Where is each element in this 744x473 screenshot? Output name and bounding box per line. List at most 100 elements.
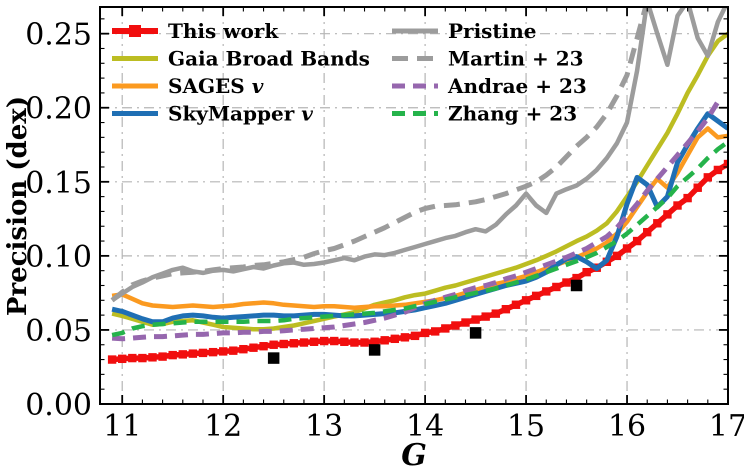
legend-label: Andrae + 23: [447, 74, 587, 98]
series-zhang-23: [111, 139, 728, 338]
black-square-markers: [267, 279, 583, 364]
y-tick-label-0.15: 0.15: [25, 166, 92, 201]
series-marker: [663, 210, 672, 219]
legend-item-gaia-broad-bands: Gaia Broad Bands: [112, 47, 370, 71]
series-marker: [683, 193, 692, 203]
y-tick-label-0.25: 0.25: [25, 18, 92, 53]
series-sages-v: [111, 126, 728, 310]
series-marker: [259, 342, 268, 351]
scatter-square: [267, 352, 280, 364]
legend-item-martin-23: Martin + 23: [392, 47, 584, 71]
legend-label: Zhang + 23: [448, 102, 577, 126]
series-marker: [673, 201, 682, 210]
legend-item-pristine: Pristine: [392, 19, 537, 43]
series-marker: [128, 353, 137, 363]
series-marker: [511, 300, 521, 309]
x-tick-label-14: 14: [406, 409, 444, 444]
series-marker: [542, 287, 551, 296]
legend-item-zhang-23: Zhang + 23: [392, 102, 577, 126]
legend-item-skymapper-v: SkyMapper v: [112, 102, 313, 126]
legend-label: Martin + 23: [448, 47, 584, 71]
series-marker: [501, 304, 511, 314]
series-marker: [693, 183, 702, 192]
series-marker: [309, 337, 319, 346]
series-marker: [420, 328, 430, 338]
series-gaia-broad-bands: [111, 31, 728, 332]
series-marker: [390, 334, 400, 344]
series-marker: [653, 219, 662, 228]
y-tick-label-0.00: 0.00: [25, 388, 92, 423]
legend-label: Gaia Broad Bands: [168, 47, 370, 71]
series-marker: [552, 282, 561, 292]
series-marker: [521, 296, 531, 305]
series-marker: [148, 353, 157, 362]
series-marker: [612, 251, 622, 261]
series-marker: [340, 337, 349, 346]
x-tick-label-17: 17: [709, 409, 744, 444]
legend-label: Pristine: [448, 19, 537, 43]
legend-marker-sample: [129, 25, 141, 37]
series-skymapper-v: [111, 111, 728, 325]
legend: This work Gaia Broad Bands SAGES v SkyMappe…: [112, 19, 587, 126]
series-marker: [370, 337, 379, 346]
series-marker: [350, 338, 359, 347]
scatter-square: [368, 344, 381, 356]
series-marker: [158, 352, 167, 361]
x-axis-label: G: [401, 438, 427, 473]
tick-labels: 11 12 13 14 15 16 17 0.00 0.05 0.10 0.15 0.20 0.25: [25, 18, 744, 444]
y-tick-label-0.05: 0.05: [25, 314, 92, 349]
series-marker: [330, 336, 339, 346]
series-marker: [188, 349, 198, 358]
series-marker: [572, 273, 581, 283]
series-marker: [289, 339, 299, 348]
legend-item-this-work: This work: [112, 19, 279, 43]
series-marker: [319, 336, 329, 346]
series-marker: [178, 350, 187, 359]
series-marker: [380, 336, 389, 345]
x-tick-label-12: 12: [204, 409, 242, 444]
scatter-square: [469, 327, 482, 339]
series-marker: [582, 267, 591, 277]
series-marker: [622, 244, 632, 253]
y-tick-label-0.20: 0.20: [25, 92, 92, 127]
x-tick-label-16: 16: [608, 409, 646, 444]
legend-label: This work: [168, 19, 279, 43]
series-marker: [471, 315, 480, 324]
scatter-square: [570, 279, 583, 292]
series-marker: [451, 321, 460, 330]
series-marker: [400, 333, 410, 342]
series-marker: [703, 173, 713, 182]
series-marker: [138, 353, 147, 363]
x-tick-label-13: 13: [305, 409, 343, 444]
series-marker: [360, 338, 369, 347]
series-marker: [118, 354, 127, 364]
series-marker: [229, 346, 238, 355]
series-marker: [481, 312, 490, 321]
series-marker: [410, 331, 420, 341]
series-marker: [198, 348, 208, 358]
series-marker: [531, 291, 541, 301]
legend-item-andrae-23: Andrae + 23: [392, 74, 587, 98]
series-marker: [218, 347, 228, 356]
series-marker: [713, 165, 723, 175]
series-marker: [461, 318, 470, 327]
series-marker: [723, 159, 728, 169]
legend-label: SAGES v: [168, 74, 264, 98]
x-tick-label-11: 11: [103, 409, 141, 444]
series-marker: [107, 355, 117, 364]
y-axis-label: Precision (dex): [3, 96, 33, 316]
legend-item-sages-v: SAGES v: [112, 74, 264, 98]
series-marker: [249, 343, 258, 352]
legend-label: SkyMapper v: [168, 102, 313, 126]
series-marker: [643, 227, 652, 237]
series-marker: [208, 347, 218, 357]
x-tick-label-15: 15: [507, 409, 545, 444]
series-marker: [168, 350, 177, 360]
data-series: [107, 7, 728, 364]
series-marker: [632, 236, 642, 246]
y-tick-label-0.10: 0.10: [25, 240, 92, 275]
series-marker: [279, 339, 288, 349]
series-marker: [441, 324, 450, 333]
